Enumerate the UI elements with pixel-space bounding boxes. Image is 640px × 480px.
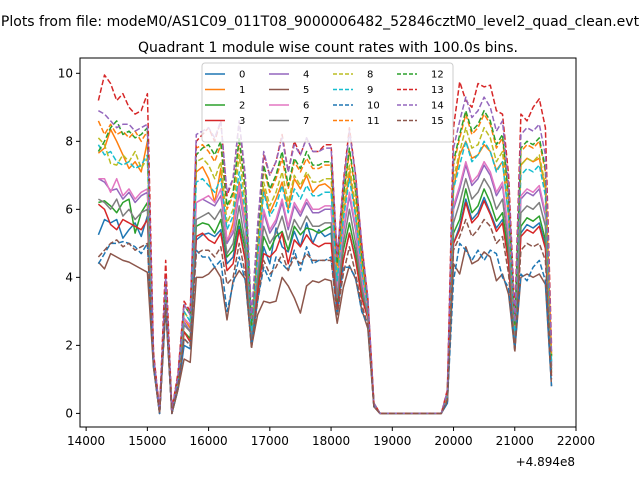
series-layer	[97, 74, 553, 415]
series-line-9	[97, 140, 553, 415]
legend-label-8: 8	[367, 70, 373, 81]
y-tick-label: 0	[65, 406, 73, 420]
figure-suptitle: Plots from file: modeM0/AS1C09_011T08_90…	[1, 14, 640, 30]
legend-label-14: 14	[431, 101, 444, 112]
x-axis: 14000 15000 16000 17000 18000 19000 20000 21000…	[67, 427, 595, 448]
axes-frame	[79, 57, 577, 428]
x-tick-label: 21000	[496, 434, 534, 448]
legend-frame	[201, 62, 454, 143]
legend-label-1: 1	[239, 85, 245, 96]
legend-label-6: 6	[303, 101, 309, 112]
y-tick-label: 8	[65, 134, 73, 148]
series-line-15	[97, 218, 553, 415]
legend-label-11: 11	[367, 116, 380, 127]
legend-label-13: 13	[431, 85, 444, 96]
legend-label-12: 12	[431, 70, 444, 81]
legend-label-4: 4	[303, 70, 309, 81]
series-line-14	[98, 96, 553, 415]
series-line-11	[97, 113, 553, 415]
x-tick-label: 16000	[189, 434, 227, 448]
legend-label-5: 5	[303, 85, 309, 96]
x-tick-label: 14000	[67, 434, 105, 448]
legend-label-9: 9	[367, 85, 373, 96]
x-tick-label: 20000	[434, 434, 472, 448]
x-axis-offset-label: +4.894e8	[516, 455, 575, 469]
plot-area: 14000 15000 16000 17000 18000 19000 20000 21000…	[58, 57, 595, 469]
series-line-5	[97, 246, 553, 415]
x-tick-label: 15000	[128, 434, 166, 448]
y-tick-label: 10	[58, 66, 73, 80]
legend-label-0: 0	[239, 70, 245, 81]
legend-label-3: 3	[239, 116, 245, 127]
legend-label-2: 2	[239, 101, 245, 112]
y-tick-label: 6	[65, 202, 73, 216]
legend-label-10: 10	[367, 101, 380, 112]
y-tick-label: 4	[65, 270, 73, 284]
legend-label-15: 15	[431, 116, 444, 127]
y-axis: 0 2 4 6 8 10	[58, 66, 80, 420]
legend-label-7: 7	[303, 116, 309, 127]
series-line-13	[97, 74, 553, 415]
x-tick-label: 22000	[557, 434, 595, 448]
chart-title: Quadrant 1 module wise count rates with …	[138, 40, 518, 56]
series-line-1	[97, 128, 553, 415]
x-tick-label: 19000	[373, 434, 411, 448]
x-tick-label: 17000	[251, 434, 289, 448]
x-tick-label: 18000	[312, 434, 350, 448]
y-tick-label: 2	[65, 338, 73, 352]
